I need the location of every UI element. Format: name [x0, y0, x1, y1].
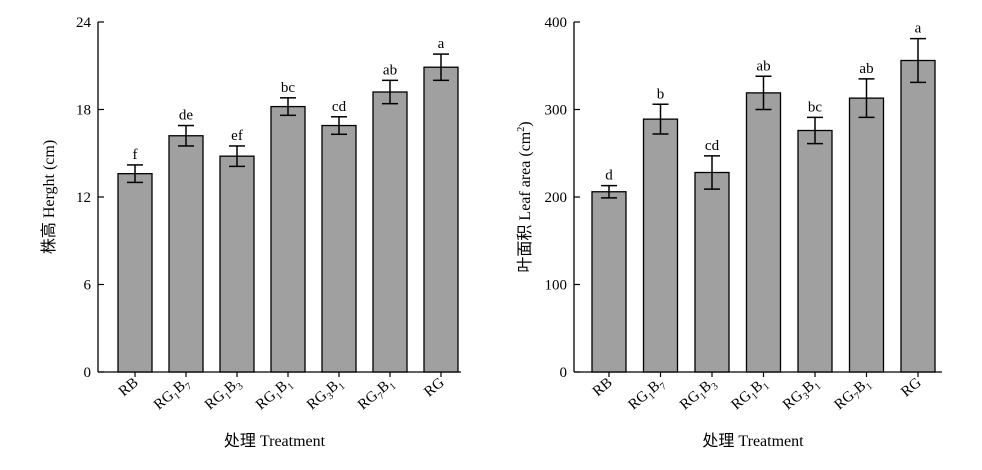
significance-letter: cd [705, 138, 720, 154]
x-axis-title: 处理 Treatment [224, 432, 326, 450]
panel-height-chart: 0 6 12 18 24 f RB de RG1​B7​ ef RG1​B3​ bc RG1​B1​ cd… [40, 15, 461, 450]
x-tick-label: RG7​B1​ [355, 375, 399, 416]
significance-letter: ef [231, 128, 243, 144]
x-tick-label: RG [421, 375, 447, 401]
error-bar [652, 103, 669, 135]
x-axis-title: 处理 Treatment [702, 432, 804, 450]
significance-letter: f [133, 147, 138, 163]
y-tick-label: 24 [76, 15, 92, 31]
y-axis-title: 叶面积 Leaf area (cm2) [516, 121, 534, 272]
y-tick-label: 12 [76, 190, 91, 206]
significance-letter: b [657, 86, 665, 102]
error-bar [910, 37, 926, 84]
bar-RG1B3 [694, 171, 730, 373]
bar-RB [117, 173, 153, 373]
x-tick-label: RG1​B7​ [151, 375, 195, 416]
x-tick-label: RG7​B1​ [831, 375, 875, 416]
bar-RG3B1 [797, 129, 833, 373]
x-tick-label: RG3​B1​ [780, 375, 824, 416]
bar-RG [423, 66, 459, 373]
y-tick-label: 200 [545, 190, 568, 206]
significance-letter: ab [859, 61, 873, 77]
significance-letter: a [438, 36, 445, 52]
y-tick-label: 300 [545, 103, 568, 119]
significance-letter: ab [383, 62, 397, 78]
bar-RG1B3 [219, 155, 255, 373]
x-tick-label: RB [116, 375, 142, 400]
x-tick-label: RG1​B1​ [728, 375, 772, 416]
y-tick-label: 0 [560, 365, 568, 381]
error-bar [755, 75, 772, 111]
x-tick-label: RG [898, 375, 924, 401]
error-bar [382, 79, 398, 105]
bar-RG1B7 [642, 118, 679, 373]
error-bar [433, 53, 449, 82]
error-bar [331, 116, 347, 136]
y-tick-label: 400 [545, 15, 568, 31]
x-tick-label: RG1​B1​ [253, 375, 297, 416]
y-tick-label: 18 [76, 103, 91, 119]
significance-letter: cd [332, 99, 347, 115]
x-tick-label: RG1​B3​ [202, 375, 246, 416]
bar-RG1B7 [168, 135, 204, 373]
bar-RG3B1 [321, 124, 357, 373]
bar-RG1B1 [745, 92, 782, 373]
error-bar [229, 145, 245, 168]
bar-RG [900, 59, 936, 373]
y-axis-title: 株高 Herght (cm) [40, 140, 58, 254]
error-bar [280, 97, 296, 117]
significance-letter: d [605, 168, 613, 184]
bar-RG7B1 [848, 97, 885, 373]
significance-letter: a [915, 21, 922, 37]
error-bar [178, 124, 194, 147]
bar-RB [591, 191, 627, 373]
error-bar [704, 155, 720, 190]
x-tick-label: RB [590, 375, 616, 400]
bar-RG1B1 [270, 105, 306, 373]
y-tick-label: 6 [84, 278, 92, 294]
x-tick-label: RG1​B3​ [677, 375, 721, 416]
x-tick-label: RG1​B7​ [625, 375, 669, 416]
significance-letter: bc [808, 99, 823, 115]
significance-letter: bc [281, 80, 296, 96]
bar-RG7B1 [372, 91, 408, 373]
error-bar [601, 184, 617, 199]
y-tick-label: 0 [84, 365, 92, 381]
error-bar [127, 164, 143, 184]
significance-letter: de [179, 108, 194, 124]
error-bar [858, 78, 875, 119]
panel-leaf-area-chart: 0 100 200 300 400 d RB b RG1​B7​ cd RG1​B3​ ab RG1​B… [516, 15, 942, 450]
error-bar [807, 116, 823, 145]
significance-letter: ab [756, 58, 770, 74]
x-tick-label: RG3​B1​ [304, 375, 348, 416]
y-tick-label: 100 [545, 278, 568, 294]
